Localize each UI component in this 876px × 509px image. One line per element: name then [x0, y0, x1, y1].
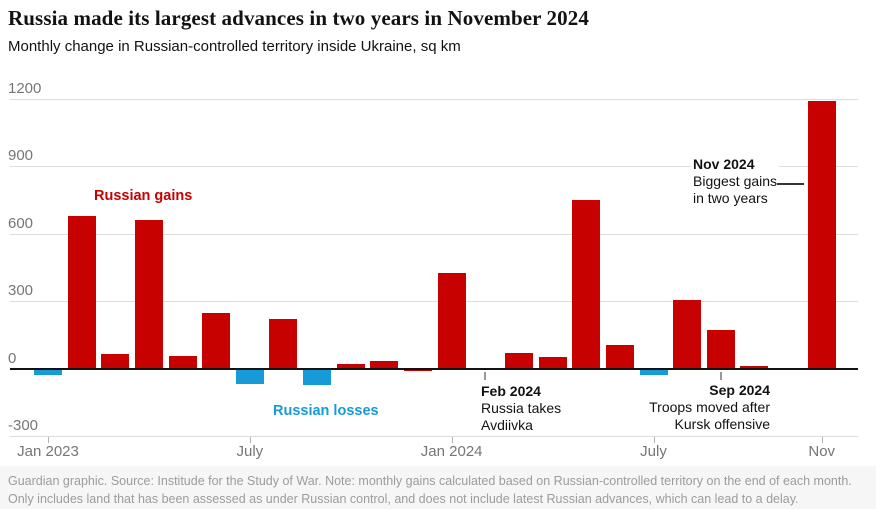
- annotation-sep-2024-title: Sep 2024: [709, 382, 770, 398]
- bar-oct-2024: [740, 366, 769, 369]
- bar-aug-2023: [269, 319, 298, 369]
- plot-area: 1200 900 600 300 0 -300 Jan 2023 July Jan 2024 Ju…: [8, 79, 858, 460]
- russian-losses-label: Russian losses: [273, 403, 379, 419]
- bar-nov-2024: [807, 100, 836, 369]
- bar-feb-2023: [67, 215, 96, 369]
- annotation-feb-2024: Feb 2024 Russia takes Avdiivka: [479, 383, 564, 434]
- bar-jul-2023: [235, 368, 264, 385]
- y-axis-label-900: 900: [8, 147, 34, 164]
- annotation-feb-2024-title: Feb 2024: [481, 383, 541, 399]
- source-note: Guardian graphic. Source: Institude for …: [0, 466, 876, 509]
- x-axis-label-july: July: [236, 443, 264, 460]
- gridline--300: [10, 436, 858, 437]
- x-axis-tick-july: [653, 437, 655, 443]
- bar-jan-2023: [34, 368, 62, 376]
- y-axis-label-300: 300: [8, 282, 34, 299]
- bar-jan-2024: [437, 272, 466, 369]
- bar-sep-2024: [706, 330, 735, 369]
- bar-dec-2023: [404, 368, 433, 371]
- annotation-sep-2024-line: Kursk offensive: [674, 416, 770, 432]
- bar-may-2024: [572, 199, 601, 369]
- x-axis-label-jan-2024: Jan 2024: [420, 443, 483, 460]
- annotation-nov-2024-line: Biggest gains: [693, 173, 778, 189]
- russian-gains-label: Russian gains: [94, 188, 193, 204]
- annotation-nov-2024-line: in two years: [693, 190, 768, 206]
- annotation-tick-sep2024: [719, 372, 722, 380]
- bar-mar-2024: [504, 353, 533, 369]
- zero-axis-line: [10, 367, 858, 370]
- annotation-sep-2024: Sep 2024 Troops moved after Kursk offens…: [647, 382, 772, 433]
- y-axis-label--300: -300: [8, 417, 39, 434]
- bar-jun-2023: [202, 313, 231, 369]
- annotation-tick-feb2024: [484, 372, 487, 380]
- gridline-300: [10, 301, 858, 302]
- bar-jul-2024: [639, 368, 668, 376]
- bar-oct-2023: [336, 364, 365, 369]
- x-axis-tick-nov: [821, 437, 823, 443]
- bar-sep-2023: [303, 368, 332, 386]
- bar-apr-2024: [538, 357, 567, 369]
- x-axis-tick-jan-2023: [48, 437, 49, 443]
- bar-aug-2024: [673, 299, 702, 369]
- annotation-feb-2024-line: Russia takes: [481, 400, 562, 416]
- x-axis-tick-jan-2024: [451, 437, 453, 443]
- bar-may-2023: [168, 356, 197, 369]
- gridline-600: [10, 233, 858, 235]
- x-axis-label-jan-2023: Jan 2023: [17, 443, 79, 460]
- x-axis-label-july: July: [640, 443, 667, 460]
- chart-subtitle: Monthly change in Russian-controlled ter…: [8, 38, 461, 55]
- y-axis-label-0: 0: [8, 349, 17, 367]
- gridline-1200: [10, 98, 858, 100]
- y-axis-label-1200: 1200: [8, 79, 42, 97]
- x-axis-tick-july: [249, 437, 251, 443]
- bar-mar-2023: [101, 353, 130, 369]
- annotation-nov-2024-title: Nov 2024: [693, 156, 755, 172]
- bar-nov-2023: [370, 360, 399, 369]
- gridline-900: [10, 166, 858, 167]
- y-axis-label-600: 600: [8, 214, 34, 232]
- annotation-sep-2024-line: Troops moved after: [649, 399, 770, 415]
- x-axis-label-nov: Nov: [808, 443, 836, 460]
- annotation-nov-2024: Nov 2024 Biggest gains in two years: [691, 156, 780, 207]
- page-title: Russia made its largest advances in two …: [8, 6, 589, 30]
- bar-jun-2024: [605, 344, 634, 369]
- annotation-nov-connector-line: [777, 183, 804, 185]
- bar-apr-2023: [134, 220, 163, 369]
- annotation-feb-2024-line: Avdiivka: [481, 417, 533, 433]
